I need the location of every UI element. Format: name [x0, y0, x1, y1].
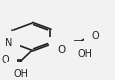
- Text: O: O: [57, 45, 65, 55]
- Text: OH: OH: [76, 49, 91, 59]
- Text: O: O: [91, 31, 98, 41]
- Text: N: N: [5, 38, 13, 48]
- Text: O: O: [2, 55, 9, 65]
- Text: OH: OH: [14, 69, 28, 79]
